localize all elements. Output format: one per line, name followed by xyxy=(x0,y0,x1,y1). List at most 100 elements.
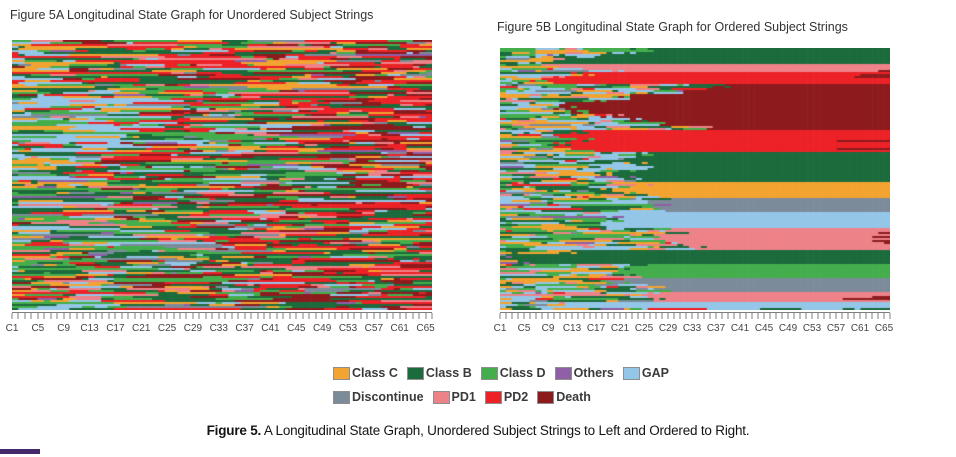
axis-tick xyxy=(721,313,723,319)
legend-item: Class B xyxy=(406,366,472,380)
legend-item: GAP xyxy=(622,366,669,380)
axis-tick xyxy=(224,313,226,319)
axis-tick xyxy=(799,313,801,319)
axis-tick xyxy=(431,313,433,319)
axis-tick xyxy=(535,313,537,319)
axis-tick-label: C13 xyxy=(80,323,99,334)
axis-tick-label: C61 xyxy=(390,323,409,334)
legend-item: Class C xyxy=(333,366,398,380)
axis-tick xyxy=(101,313,103,319)
legend-label: PD1 xyxy=(451,390,476,404)
axis-tick xyxy=(769,313,771,319)
axis-tick xyxy=(360,313,362,319)
axis-tick xyxy=(341,313,343,319)
axis-tick xyxy=(661,313,663,319)
axis-tick xyxy=(269,313,271,319)
axis-tick xyxy=(302,313,304,319)
axis-tick xyxy=(703,313,705,319)
axis-tick xyxy=(835,313,837,319)
axis-tick xyxy=(405,313,407,319)
axis-tick xyxy=(179,313,181,319)
axis-tick xyxy=(140,313,142,319)
legend-label: Class D xyxy=(499,366,546,380)
axis-tick xyxy=(231,313,233,319)
axis-tick-label: C17 xyxy=(586,323,606,334)
axis-tick-label: C45 xyxy=(287,323,306,334)
axis-tick xyxy=(334,313,336,319)
legend-item: Others xyxy=(554,366,614,380)
legend-item: Class D xyxy=(480,366,546,380)
axis-tick xyxy=(153,313,155,319)
legend-label: GAP xyxy=(641,366,669,380)
axis-tick-label: C49 xyxy=(778,323,798,334)
axis-tick xyxy=(853,313,855,319)
axis-tick xyxy=(11,313,13,319)
legend-swatch xyxy=(333,366,350,380)
legend-swatch xyxy=(537,390,555,404)
axis-tick xyxy=(697,313,699,319)
axis-tick xyxy=(589,313,591,319)
legend-item: PD2 xyxy=(484,390,528,404)
legend-item: PD1 xyxy=(432,390,476,404)
axis-tick xyxy=(315,313,317,319)
axis-tick xyxy=(889,313,891,319)
axis-tick-label: C25 xyxy=(634,323,654,334)
axis-tick-strip xyxy=(499,312,891,320)
axis-tick xyxy=(715,313,717,319)
axis-tick-label: C1 xyxy=(5,323,19,334)
axis-tick xyxy=(24,313,26,319)
axis-tick xyxy=(817,313,819,319)
axis-tick xyxy=(523,313,525,319)
legend-item: Death xyxy=(537,390,591,404)
axis-tick xyxy=(160,313,162,319)
axis-tick xyxy=(63,313,65,319)
axis-tick xyxy=(95,313,97,319)
axis-tick xyxy=(805,313,807,319)
axis-tick xyxy=(607,313,609,319)
legend-label: Others xyxy=(573,366,614,380)
legend: Class C Class B Class D Others GAP Discontinu… xyxy=(333,361,678,409)
legend-swatch xyxy=(406,366,424,380)
axis-tick xyxy=(56,313,58,319)
figure-a-title: Figure 5A Longitudinal State Graph for U… xyxy=(10,8,374,22)
axis-tick xyxy=(865,313,867,319)
axis-tick-label: C65 xyxy=(874,323,894,334)
legend-label: Class B xyxy=(425,366,472,380)
axis-tick xyxy=(198,313,200,319)
axis-tick-strip xyxy=(11,312,433,320)
axis-tick xyxy=(757,313,759,319)
axis-tick xyxy=(114,313,116,319)
legend-swatch xyxy=(484,390,502,404)
axis-tick xyxy=(655,313,657,319)
axis-tick xyxy=(244,313,246,319)
axis-tick xyxy=(595,313,597,319)
axis-tick xyxy=(134,313,136,319)
axis-tick xyxy=(685,313,687,319)
axis-tick-label: C29 xyxy=(183,323,203,334)
axis-tick-label: C53 xyxy=(802,323,822,334)
axis-tick-label: C9 xyxy=(57,323,71,334)
axis-tick xyxy=(673,313,675,319)
axis-tick xyxy=(643,313,645,319)
axis-tick-label: C29 xyxy=(658,323,678,334)
axis-tick xyxy=(763,313,765,319)
axis-tick-label: C57 xyxy=(826,323,846,334)
axis-tick xyxy=(373,313,375,319)
axis-tick xyxy=(505,313,507,319)
axis-tick xyxy=(166,313,168,319)
axis-tick-label: C33 xyxy=(209,323,228,334)
axis-tick xyxy=(739,313,741,319)
axis-tick xyxy=(50,313,52,319)
legend-swatch xyxy=(432,390,450,404)
axis-tick xyxy=(619,313,621,319)
legend-row: Discontinue PD1 PD2 Death xyxy=(333,385,678,409)
axis-tick xyxy=(30,313,32,319)
axis-tick xyxy=(679,313,681,319)
legend-label: Discontinue xyxy=(352,390,424,404)
legend-row: Class C Class B Class D Others GAP xyxy=(333,361,678,385)
axis-tick xyxy=(871,313,873,319)
axis-tick-label: C21 xyxy=(132,323,151,334)
axis-tick-label: C17 xyxy=(106,323,125,334)
axis-tick xyxy=(829,313,831,319)
state-graph-ordered-canvas xyxy=(500,48,890,310)
